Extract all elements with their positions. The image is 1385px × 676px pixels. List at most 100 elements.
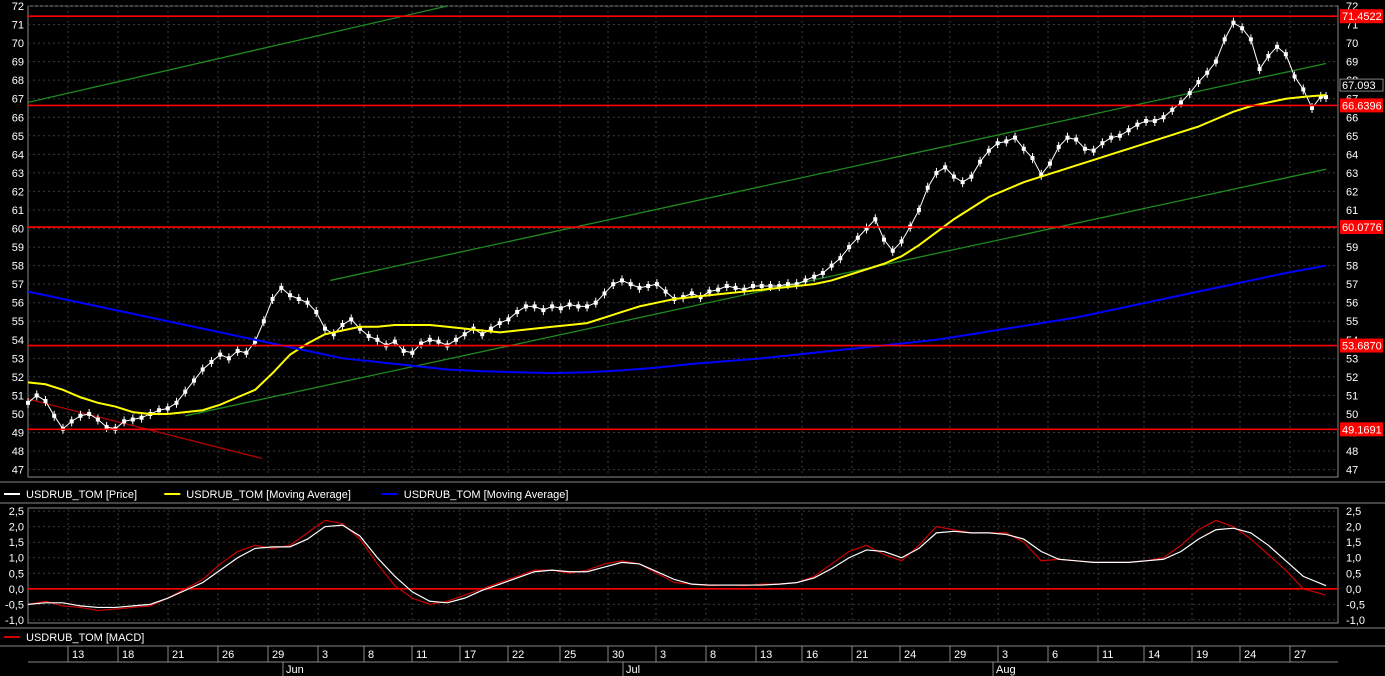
macd-y-tick-right: 2,5: [1346, 506, 1361, 518]
price-y-tick-right: 56: [1346, 298, 1358, 310]
level-label: 66.6396: [1342, 100, 1382, 112]
price-candle: [104, 424, 109, 429]
price-y-tick-left: 49: [12, 427, 24, 439]
price-candle: [1047, 161, 1052, 166]
price-candle: [331, 332, 336, 337]
price-candle: [174, 400, 179, 405]
day-label: 13: [760, 649, 772, 661]
day-label: 13: [72, 649, 84, 661]
level-tag: [1340, 338, 1383, 353]
legend-label: USDRUB_TOM [Moving Average]: [186, 489, 351, 501]
price-y-tick-right: 48: [1346, 446, 1358, 458]
price-y-tick-left: 54: [12, 335, 24, 347]
price-candle: [943, 165, 948, 170]
price-y-tick-right: 59: [1346, 242, 1358, 254]
price-candle: [314, 309, 319, 314]
macd-y-tick-left: 1,5: [9, 537, 24, 549]
price-candle: [541, 308, 546, 313]
price-candle: [183, 389, 188, 394]
price-candle: [663, 289, 668, 294]
price-candle: [235, 348, 240, 353]
price-candle: [986, 148, 991, 153]
price-candle: [1179, 100, 1184, 105]
price-candle: [978, 159, 983, 164]
price-y-tick-right: 58: [1346, 261, 1358, 273]
price-candle: [261, 319, 266, 324]
price-y-tick-left: 72: [12, 1, 24, 13]
day-label: 3: [322, 649, 328, 661]
macd-y-tick-right: 1,0: [1346, 553, 1361, 565]
level-tag: [1340, 422, 1383, 437]
price-candle: [26, 400, 30, 405]
day-label: 8: [368, 649, 374, 661]
price-candle: [1310, 105, 1315, 110]
day-label: 22: [512, 649, 524, 661]
price-candle: [1135, 122, 1140, 127]
price-candle: [567, 302, 572, 307]
price-y-tick-right: 64: [1346, 149, 1358, 161]
day-label: 29: [272, 649, 284, 661]
price-candle: [200, 367, 205, 372]
price-y-tick-left: 47: [12, 465, 24, 477]
day-label: 11: [1102, 649, 1113, 661]
price-candle: [1240, 26, 1245, 31]
price-candle: [724, 284, 729, 289]
macd-y-tick-right: -1,0: [1346, 615, 1365, 627]
price-candle: [78, 413, 83, 418]
price-candle: [43, 398, 48, 403]
price-candle: [454, 337, 459, 342]
price-candle: [130, 417, 135, 422]
price-candle: [585, 304, 590, 309]
price-candle: [925, 185, 930, 190]
day-label: 18: [122, 649, 134, 661]
price-candle: [1082, 146, 1087, 151]
price-candle: [794, 282, 799, 287]
price-candle: [1187, 91, 1192, 96]
price-y-tick-left: 65: [12, 131, 24, 143]
price-candle: [34, 393, 39, 398]
ma-fast-series-line: [28, 94, 1327, 415]
last-value-tag: [1339, 78, 1384, 92]
price-candle: [628, 282, 633, 287]
price-candle: [1248, 37, 1253, 42]
day-label: 19: [1196, 649, 1208, 661]
price-y-tick-left: 57: [12, 279, 24, 291]
price-y-tick-right: 53: [1346, 353, 1358, 365]
price-candle: [1030, 156, 1035, 161]
price-candle: [165, 406, 170, 411]
price-candle: [69, 419, 74, 424]
level-tag: [1340, 9, 1383, 24]
price-candle: [322, 326, 327, 331]
day-label: 8: [710, 649, 716, 661]
price-candle: [873, 217, 878, 222]
price-candle: [646, 284, 651, 289]
day-label: 30: [612, 649, 624, 661]
price-candle: [349, 317, 354, 322]
price-y-tick-left: 69: [12, 57, 24, 69]
price-candle: [1039, 172, 1044, 177]
price-candle: [419, 341, 424, 346]
price-candle: [1324, 95, 1328, 100]
last-value-label: 67.093: [1342, 80, 1376, 92]
price-candle: [733, 285, 738, 290]
price-candle: [1021, 146, 1026, 151]
axis-bg: [0, 646, 1385, 676]
price-candle: [1100, 141, 1105, 146]
price-y-tick-right: 52: [1346, 372, 1358, 384]
macd-y-tick-left: 2,5: [9, 506, 24, 518]
price-candle: [488, 326, 493, 331]
price-candle: [1056, 144, 1061, 149]
day-label: 16: [806, 649, 818, 661]
price-candle: [1222, 37, 1227, 42]
price-candle: [1091, 148, 1096, 153]
price-candle: [777, 284, 782, 289]
price-y-tick-left: 66: [12, 112, 24, 124]
price-legend: USDRUB_TOM [Price] USDRUB_TOM [Moving Ave…: [0, 481, 1385, 504]
level-tag: [1340, 220, 1383, 235]
price-candle: [576, 304, 581, 309]
price-candle: [803, 278, 808, 283]
price-candle: [1318, 94, 1323, 99]
macd-y-tick-left: 2,0: [9, 522, 24, 534]
price-y-tick-left: 55: [12, 316, 24, 328]
trend-line: [185, 168, 1327, 417]
